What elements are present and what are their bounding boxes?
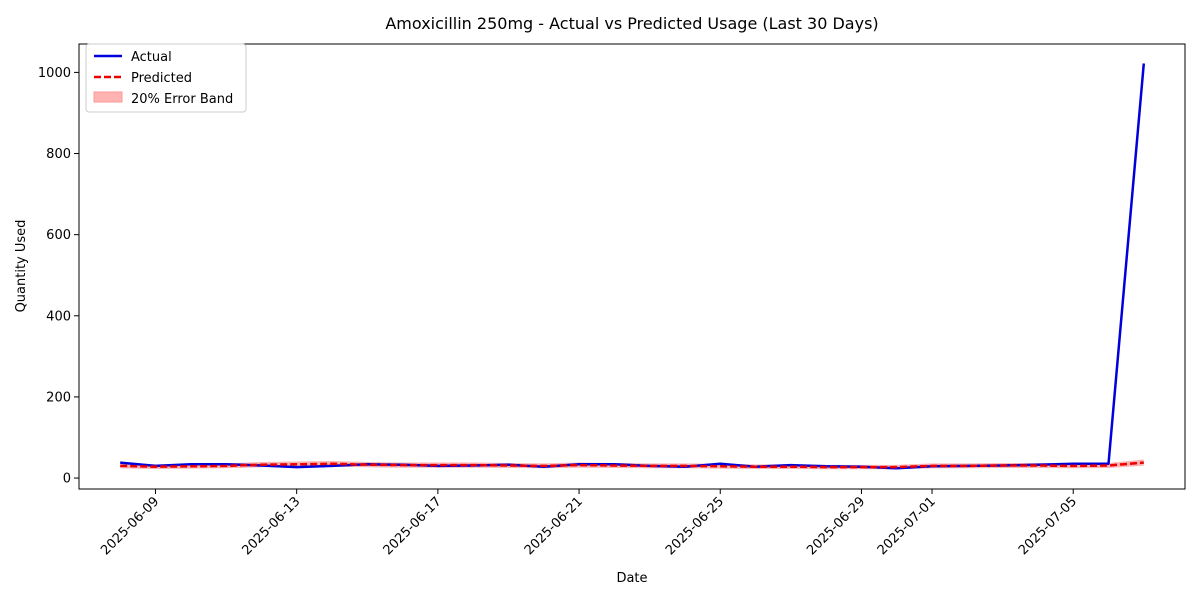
x-axis: 2025-06-09 2025-06-13 2025-06-17 2025-06-21…: [98, 489, 1080, 558]
y-tick-label: 0: [63, 472, 71, 487]
x-tick-label: 2025-06-21: [522, 494, 586, 558]
plot-area: [78, 43, 1186, 490]
y-tick-label: 400: [46, 309, 71, 324]
legend-frame: [85, 43, 247, 113]
legend-band-swatch: [93, 91, 123, 103]
x-tick-label: 2025-06-09: [98, 494, 162, 558]
series-layer: [120, 63, 1146, 470]
x-tick-label: 2025-07-05: [1016, 494, 1080, 558]
y-axis: 0 200 400 600 800 1000: [38, 66, 79, 487]
y-axis-label: Quantity Used: [14, 220, 29, 313]
y-tick-label: 1000: [38, 66, 71, 81]
x-tick-label: 2025-06-25: [663, 494, 727, 558]
x-axis-label: Date: [616, 571, 647, 586]
y-tick-label: 600: [46, 228, 71, 243]
y-tick-label: 200: [46, 390, 71, 405]
x-tick-label: 2025-06-13: [239, 494, 303, 558]
plot-frame: [79, 44, 1185, 489]
legend-predicted-label: Predicted: [131, 71, 192, 86]
legend-actual-label: Actual: [131, 50, 172, 65]
legend: Actual Predicted 20% Error Band: [85, 43, 247, 113]
x-tick-label: 2025-06-17: [381, 494, 445, 558]
x-tick-label: 2025-06-29: [804, 494, 868, 558]
y-tick-label: 800: [46, 147, 71, 162]
plot-border: [78, 43, 1186, 490]
x-tick-label: 2025-07-01: [875, 494, 939, 558]
chart-title: Amoxicillin 250mg - Actual vs Predicted …: [385, 14, 878, 33]
series-predicted-line: [120, 461, 1144, 469]
legend-band-label: 20% Error Band: [131, 92, 233, 107]
